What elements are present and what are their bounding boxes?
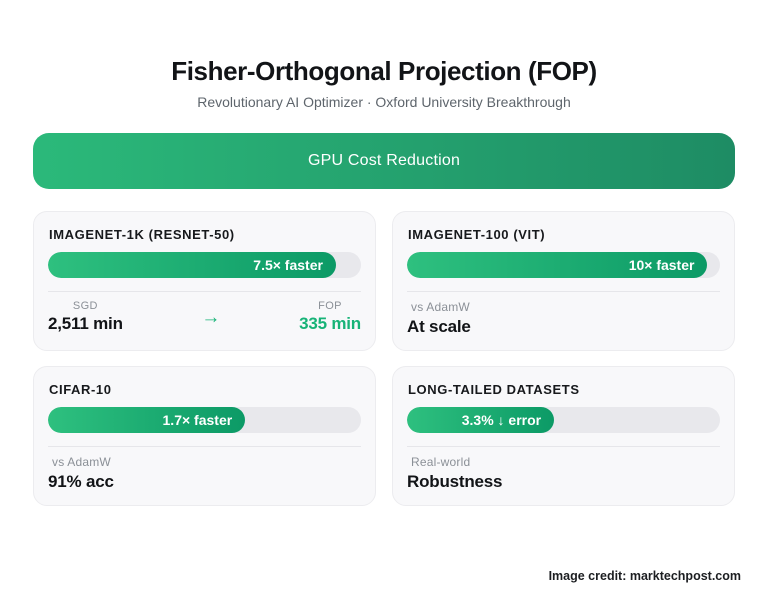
page-subtitle: Revolutionary AI Optimizer · Oxford Univ…: [197, 94, 571, 110]
stat-value-fop: 335 min: [299, 314, 361, 333]
card-title-long-tailed: LONG-TAILED DATASETS: [408, 382, 580, 397]
stat-label: vs AdamW: [411, 300, 470, 314]
stat-value-sgd: 2,511 min: [48, 314, 123, 333]
divider: [407, 291, 720, 292]
comparison-footer: SGD 2,511 min → FOP 335 min: [48, 300, 361, 334]
card-imagenet-1k: IMAGENET-1K (RESNET-50) 7.5× faster SGD …: [33, 211, 376, 351]
stat-label-sgd: SGD: [72, 300, 98, 312]
sgd-stat: SGD 2,511 min: [48, 300, 123, 334]
card-title-cifar-10: CIFAR-10: [49, 382, 112, 397]
progress-bar-label: 10× faster: [628, 257, 695, 273]
progress-bar-fill: 1.7× faster: [48, 407, 246, 433]
card-footer: vs AdamW At scale: [407, 300, 720, 337]
card-title-imagenet-100: IMAGENET-100 (VIT): [408, 227, 546, 242]
stat-value: 91% acc: [48, 472, 114, 491]
progress-bar-track: 7.5× faster: [48, 252, 361, 278]
progress-bar-fill: 7.5× faster: [48, 252, 336, 278]
gpu-cost-reduction-banner: GPU Cost Reduction: [33, 133, 735, 189]
progress-bar-label: 1.7× faster: [162, 412, 233, 428]
card-footer: Real-world Robustness: [407, 455, 720, 492]
progress-bar-label: 3.3% ↓ error: [461, 412, 542, 428]
progress-bar-track: 3.3% ↓ error: [407, 407, 720, 433]
right-arrow-icon: →: [201, 306, 221, 328]
progress-bar-track: 10× faster: [407, 252, 720, 278]
card-long-tailed-datasets: LONG-TAILED DATASETS 3.3% ↓ error Real-w…: [392, 366, 735, 506]
card-title-imagenet-1k: IMAGENET-1K (RESNET-50): [49, 227, 235, 242]
page-title: Fisher-Orthogonal Projection (FOP): [171, 56, 597, 86]
stat-value: Robustness: [407, 472, 503, 491]
stat-label: Real-world: [411, 455, 471, 469]
progress-bar-fill: 3.3% ↓ error: [407, 407, 555, 433]
stat-value: At scale: [407, 317, 471, 336]
card-imagenet-100: IMAGENET-100 (VIT) 10× faster vs AdamW A…: [392, 211, 735, 351]
progress-bar-track: 1.7× faster: [48, 407, 361, 433]
image-credit: Image credit: marktechpost.com: [548, 569, 741, 583]
divider: [48, 291, 361, 292]
divider: [407, 446, 720, 447]
fop-infographic: Fisher-Orthogonal Projection (FOP) Revol…: [0, 56, 768, 605]
stats-grid: IMAGENET-1K (RESNET-50) 7.5× faster SGD …: [33, 211, 735, 506]
progress-bar-fill: 10× faster: [407, 252, 708, 278]
fop-stat: FOP 335 min: [299, 300, 361, 334]
card-cifar-10: CIFAR-10 1.7× faster vs AdamW 91% acc: [33, 366, 376, 506]
progress-bar-label: 7.5× faster: [253, 257, 323, 273]
stat-label-fop: FOP: [318, 300, 342, 312]
divider: [48, 446, 361, 447]
banner-label: GPU Cost Reduction: [307, 152, 461, 169]
card-footer: vs AdamW 91% acc: [48, 455, 361, 492]
stat-label: vs AdamW: [52, 455, 111, 469]
